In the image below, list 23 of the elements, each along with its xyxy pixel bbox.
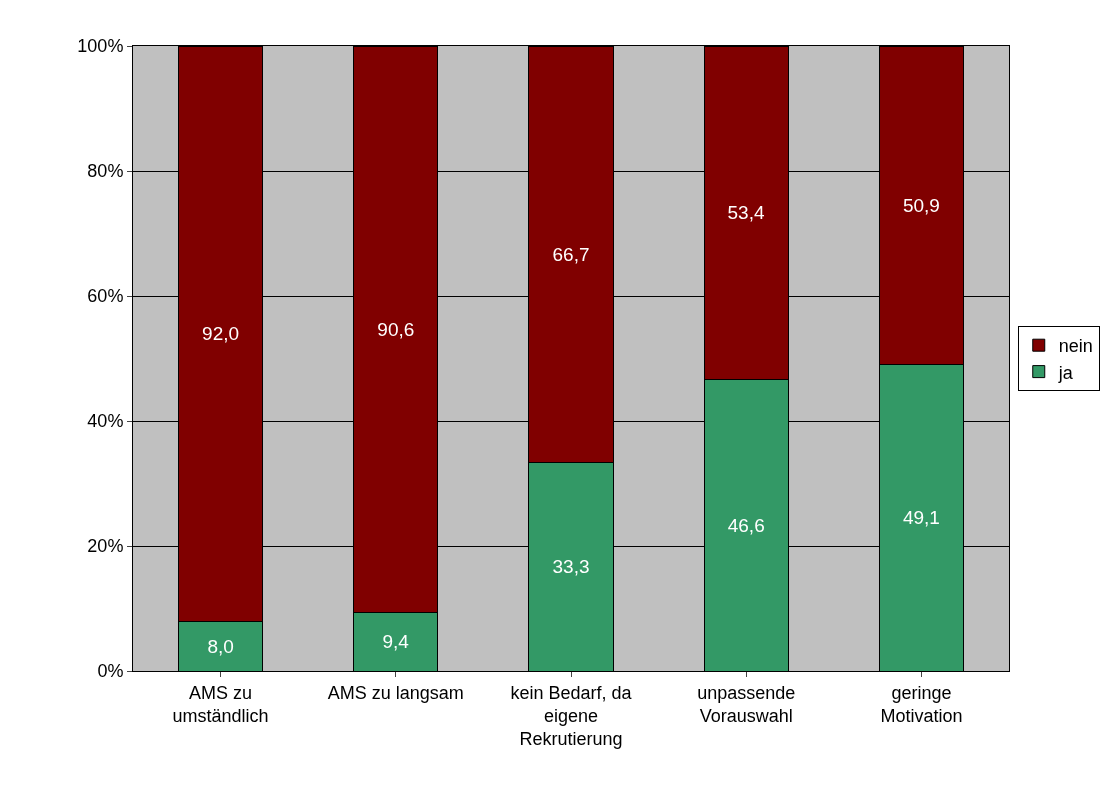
y-tick-label: 60% (87, 286, 124, 307)
y-tick-label: 40% (87, 411, 124, 432)
y-tick-label: 100% (77, 36, 124, 57)
x-tick-label: AMS zu umständlich (172, 682, 269, 726)
legend-label: nein (1058, 336, 1093, 357)
data-label: 66,7 (552, 243, 590, 265)
data-label: 90,6 (377, 318, 415, 340)
x-tick-label: geringe Motivation (880, 682, 963, 726)
y-tick-label: 0% (97, 661, 124, 682)
data-label: 49,1 (902, 507, 940, 529)
x-tick-label: AMS zu langsam (327, 682, 464, 703)
data-label: 50,9 (902, 194, 940, 216)
data-label: 9,4 (382, 631, 410, 653)
data-label: 46,6 (727, 514, 765, 536)
y-tick-label: 20% (87, 536, 124, 557)
data-label: 92,0 (202, 323, 240, 344)
data-label: 33,3 (552, 556, 590, 578)
data-label: 8,0 (207, 635, 234, 657)
x-tick-label: unpassende Vorauswahl (697, 682, 796, 726)
x-tick-label: kein Bedarf, da eigene Rekrutierung (510, 682, 633, 750)
data-label: 53,4 (727, 202, 765, 224)
y-tick-label: 80% (87, 161, 124, 182)
legend-label: ja (1057, 362, 1074, 383)
